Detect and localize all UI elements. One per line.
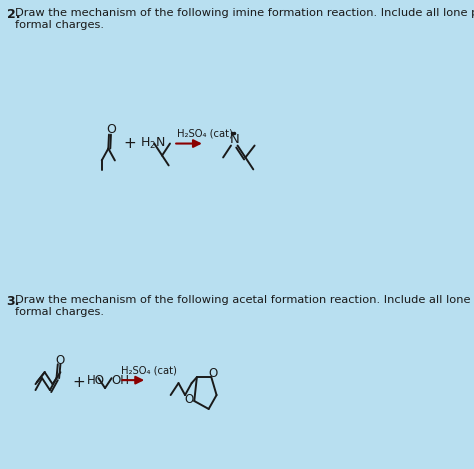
Text: +: + (73, 375, 85, 390)
Text: H₂SO₄ (cat): H₂SO₄ (cat) (177, 129, 233, 139)
Text: formal charges.: formal charges. (15, 307, 103, 317)
Text: H$_2$N: H$_2$N (140, 136, 165, 151)
Text: N: N (229, 133, 239, 146)
Text: Draw the mechanism of the following acetal formation reaction. Include all lone : Draw the mechanism of the following acet… (15, 295, 474, 305)
Text: O: O (107, 123, 117, 136)
Text: formal charges.: formal charges. (15, 20, 103, 30)
Text: O: O (56, 354, 65, 367)
Text: 3.: 3. (7, 295, 20, 308)
Text: O: O (184, 393, 194, 406)
Text: HO: HO (87, 374, 105, 386)
Text: O: O (209, 367, 218, 380)
Text: H₂SO₄ (cat): H₂SO₄ (cat) (121, 365, 177, 375)
Text: Draw the mechanism of the following imine formation reaction. Include all lone p: Draw the mechanism of the following imin… (15, 8, 474, 18)
Text: OH: OH (111, 374, 129, 386)
Text: 2.: 2. (7, 8, 20, 22)
Text: +: + (123, 136, 136, 151)
